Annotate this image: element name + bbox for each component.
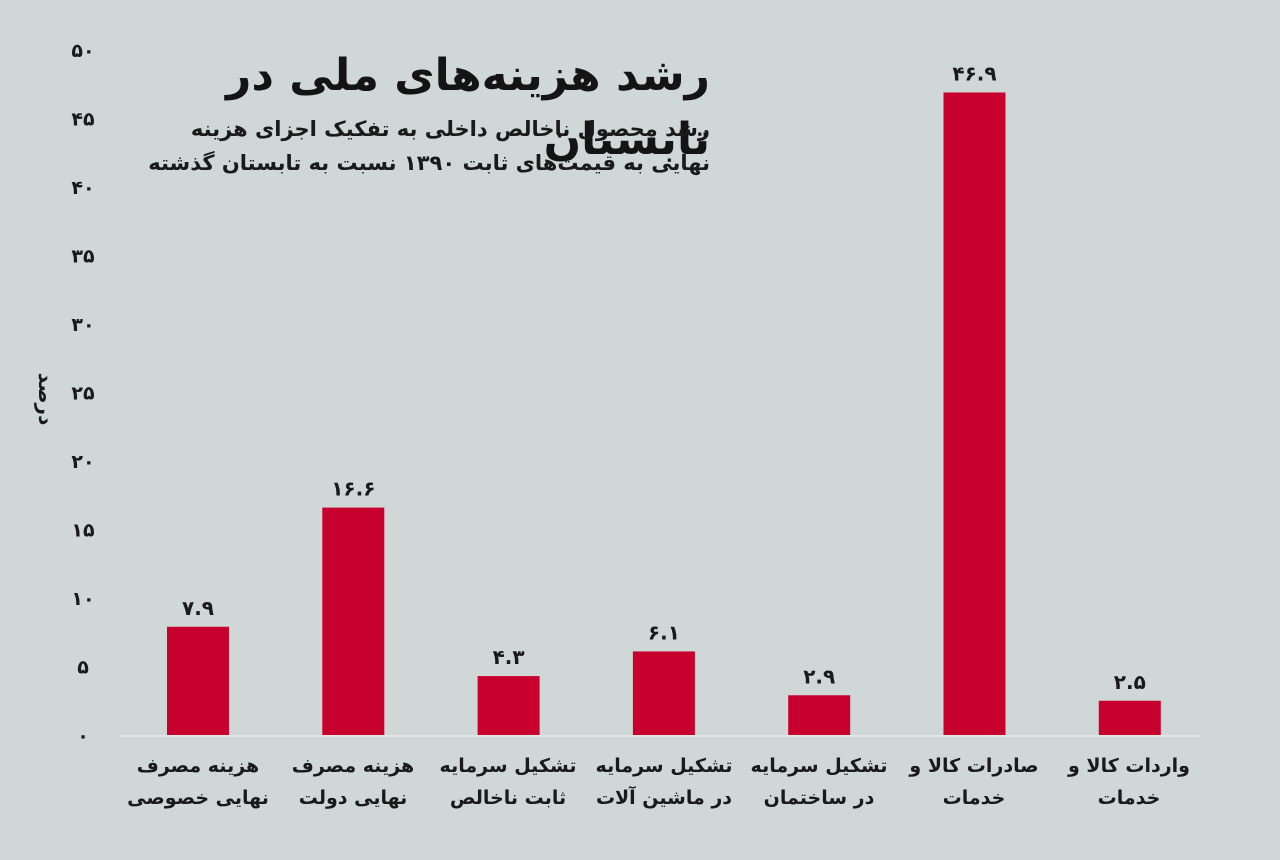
category-label-machinery-capital: تشکیل سرمایه در ماشین آلات [595,755,733,809]
bar-value-label: ۲.۵ [1114,670,1146,694]
bar [943,92,1006,736]
bar [167,626,229,735]
category-label-imports: واردات کالا و خدمات [1068,755,1190,809]
bar [788,695,851,735]
bar [1098,700,1161,735]
chart-title: رشد هزینه‌های ملی در تابستان [226,50,710,165]
category-label-government-consumption: هزینه مصرف نهایی دولت [291,755,415,809]
bar [632,651,695,735]
y-tick-label: ۴۰ [71,177,94,199]
bar-value-label: ۲.۹ [803,664,835,688]
category-label-exports: صادرات کالا و خدمات [909,755,1039,809]
y-axis-label: درصد [34,372,58,426]
bars [167,92,1161,736]
y-tick-label: ۱۵ [71,520,95,542]
value-labels: ۷.۹ ۱۶.۶ ۴.۳ ۶.۱ ۲.۹ ۴۶.۹ ۲.۵ [182,61,1146,693]
bar-value-label: ۴.۳ [493,645,525,669]
y-tick-label: ۳۰ [71,314,94,336]
bar [322,507,385,735]
y-tick-label: ۰ [77,725,89,747]
y-tick-label: ۲۵ [71,383,95,405]
y-tick-label: ۱۰ [71,588,94,610]
category-label-construction-capital: تشکیل سرمایه در ساختمان [750,755,888,809]
y-axis-ticks: ۰ ۵ ۱۰ ۱۵ ۲۰ ۲۵ ۳۰ ۳۵ ۴۰ ۴۵ ۵۰ [71,40,95,747]
y-tick-label: ۵ [77,657,89,679]
bar-value-label: ۴۶.۹ [952,61,996,85]
category-label-gross-fixed-capital: تشکیل سرمایه ثابت ناخالص [439,755,577,809]
bar-value-label: ۶.۱ [648,620,680,644]
y-tick-label: ۵۰ [71,40,94,62]
y-tick-label: ۴۵ [71,109,95,131]
y-tick-label: ۲۰ [71,451,94,473]
chart-subtitle: رشد محصول ناخالص داخلی به تفکیک اجزای هز… [148,117,710,175]
category-label-private-consumption: هزینه مصرف نهایی خصوصی [127,755,269,809]
bar [477,676,540,735]
bar-value-label: ۱۶.۶ [331,477,375,501]
y-tick-label: ۳۵ [71,246,95,268]
bar-value-label: ۷.۹ [182,596,214,620]
